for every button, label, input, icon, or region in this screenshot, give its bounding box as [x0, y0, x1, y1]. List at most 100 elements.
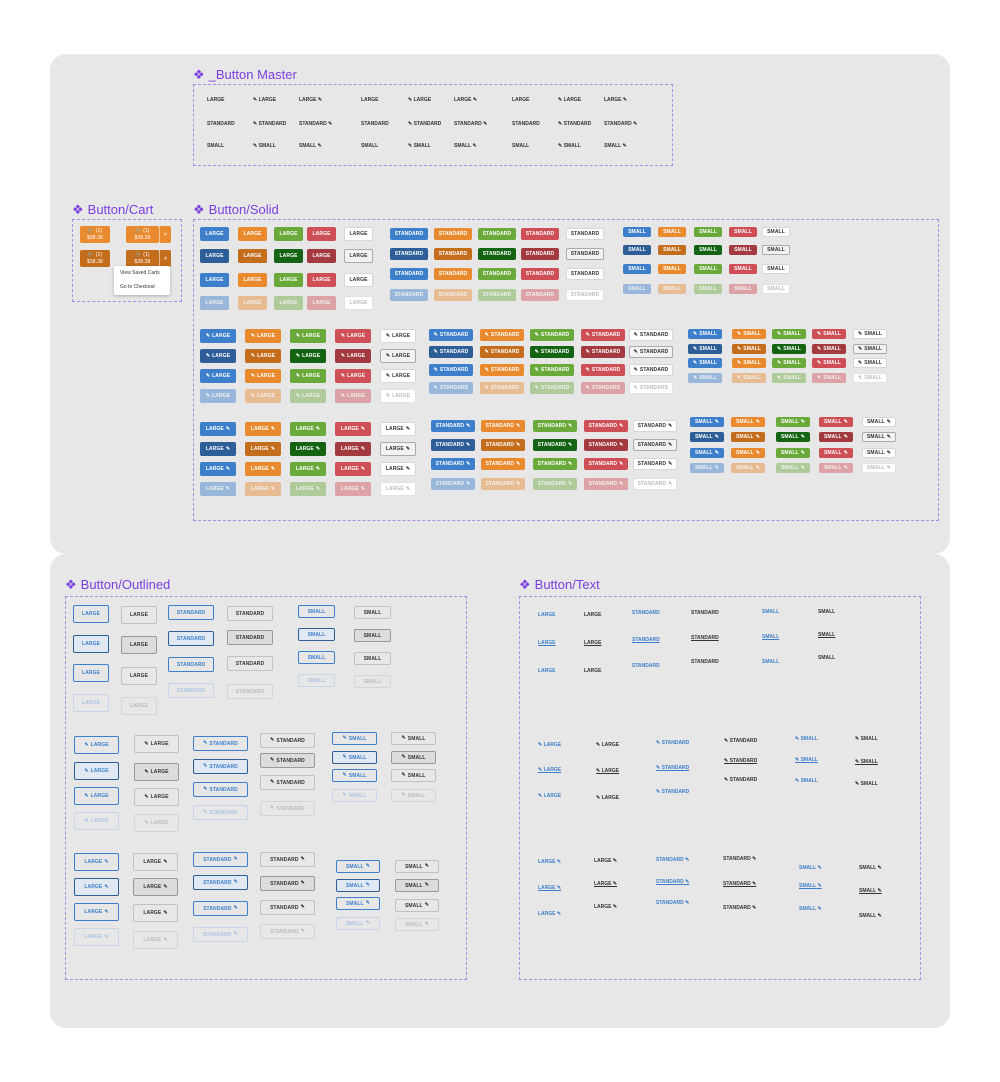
text-button[interactable]: LARGE ✎ [604, 97, 627, 103]
text-button[interactable]: STANDARD [691, 610, 719, 616]
button[interactable]: ✎ LARGE [290, 369, 326, 383]
text-button[interactable]: LARGE ✎ [538, 859, 561, 865]
button[interactable]: STANDARD [168, 631, 214, 646]
button[interactable]: LARGE ✎ [74, 853, 119, 871]
button[interactable]: ✎ LARGE [335, 389, 371, 403]
button[interactable]: SMALL [354, 675, 391, 688]
button[interactable]: ✎ LARGE [200, 389, 236, 403]
button[interactable]: STANDARD ✎ [533, 458, 577, 470]
button[interactable]: ✎ STANDARD [480, 329, 524, 341]
text-button[interactable]: SMALL [361, 143, 378, 149]
button[interactable]: LARGE ✎ [74, 903, 119, 921]
button[interactable]: SMALL [729, 227, 757, 237]
button[interactable]: ✎ STANDARD [581, 346, 625, 358]
text-button[interactable]: STANDARD [691, 659, 719, 665]
button[interactable]: ✎ SMALL [812, 358, 846, 368]
text-button[interactable]: ✎ LARGE [596, 795, 619, 801]
button[interactable]: SMALL [762, 245, 790, 255]
button[interactable]: ✎ STANDARD [429, 346, 473, 358]
button[interactable]: ✎ SMALL [853, 344, 887, 354]
button[interactable]: ✎ STANDARD [530, 346, 574, 358]
button[interactable]: LARGE [121, 606, 157, 624]
button[interactable]: ✎ SMALL [391, 732, 436, 745]
button[interactable]: ✎ LARGE [134, 814, 179, 832]
button[interactable]: STANDARD [521, 289, 559, 301]
button[interactable]: ✎ LARGE [245, 329, 281, 343]
text-button[interactable]: ✎ STANDARD [656, 740, 689, 746]
button[interactable]: LARGE ✎ [133, 853, 178, 871]
button[interactable]: STANDARD ✎ [193, 875, 248, 890]
button[interactable]: LARGE [238, 273, 267, 287]
button[interactable]: ✎ STANDARD [260, 753, 315, 768]
button[interactable]: SMALL ✎ [819, 432, 853, 442]
button[interactable]: LARGE [344, 273, 373, 287]
text-button[interactable]: SMALL [207, 143, 224, 149]
button[interactable]: STANDARD ✎ [260, 900, 315, 915]
button[interactable]: SMALL ✎ [336, 897, 380, 910]
text-button[interactable]: SMALL ✎ [454, 143, 477, 149]
text-button[interactable]: ✎ LARGE [558, 97, 581, 103]
text-button[interactable]: ✎ SMALL [408, 143, 431, 149]
button[interactable]: SMALL ✎ [776, 463, 810, 473]
button[interactable]: STANDARD [434, 248, 472, 260]
button[interactable]: ✎ SMALL [688, 358, 722, 368]
button[interactable]: LARGE ✎ [335, 442, 371, 456]
button[interactable]: LARGE [200, 273, 229, 287]
button[interactable]: STANDARD ✎ [584, 458, 628, 470]
button[interactable]: SMALL [694, 227, 722, 237]
button[interactable]: SMALL ✎ [336, 879, 380, 892]
text-button[interactable]: SMALL ✎ [799, 865, 822, 871]
button[interactable]: LARGE [200, 296, 229, 310]
button[interactable]: SMALL [729, 284, 757, 294]
button[interactable]: STANDARD [434, 289, 472, 301]
text-button[interactable]: LARGE ✎ [538, 885, 561, 891]
button[interactable]: ✎ SMALL [853, 358, 887, 368]
button[interactable]: LARGE ✎ [200, 442, 236, 456]
button[interactable]: ✎ LARGE [200, 349, 236, 363]
button[interactable]: ✎ SMALL [812, 329, 846, 339]
button[interactable]: STANDARD ✎ [260, 876, 315, 891]
button[interactable]: STANDARD ✎ [431, 458, 475, 470]
button[interactable]: SMALL ✎ [395, 899, 439, 912]
text-button[interactable]: STANDARD ✎ [723, 856, 756, 862]
button[interactable]: LARGE [344, 249, 373, 263]
button[interactable]: SMALL [762, 227, 790, 237]
button[interactable]: SMALL ✎ [395, 918, 439, 931]
button[interactable]: ✎ STANDARD [530, 382, 574, 394]
text-button[interactable]: ✎ LARGE [253, 97, 276, 103]
button[interactable]: STANDARD [566, 248, 604, 260]
button[interactable]: SMALL ✎ [862, 417, 896, 427]
button[interactable]: STANDARD ✎ [193, 852, 248, 867]
button[interactable]: LARGE ✎ [380, 482, 416, 496]
text-button[interactable]: SMALL [762, 659, 779, 665]
button[interactable]: LARGE [238, 249, 267, 263]
button[interactable]: LARGE ✎ [290, 442, 326, 456]
button[interactable]: STANDARD ✎ [584, 439, 628, 451]
text-button[interactable]: STANDARD ✎ [723, 905, 756, 911]
button[interactable]: SMALL [623, 284, 651, 294]
text-button[interactable]: LARGE [584, 640, 602, 646]
button[interactable]: ✎ STANDARD [429, 364, 473, 376]
text-button[interactable]: STANDARD [512, 121, 540, 127]
text-button[interactable]: STANDARD ✎ [656, 857, 689, 863]
button[interactable]: STANDARD [390, 248, 428, 260]
button[interactable]: STANDARD [521, 228, 559, 240]
text-button[interactable]: ✎ LARGE [596, 768, 619, 774]
button[interactable]: LARGE ✎ [335, 422, 371, 436]
text-button[interactable]: SMALL [512, 143, 529, 149]
button[interactable]: ✎ STANDARD [581, 364, 625, 376]
button[interactable]: ✎ SMALL [812, 344, 846, 354]
button[interactable]: STANDARD ✎ [481, 478, 525, 490]
text-button[interactable]: SMALL [818, 632, 835, 638]
button[interactable]: STANDARD [434, 228, 472, 240]
button[interactable]: SMALL ✎ [731, 448, 765, 458]
button[interactable]: ✎ STANDARD [629, 382, 673, 394]
text-button[interactable]: LARGE [538, 668, 556, 674]
button[interactable]: ✎ STANDARD [429, 329, 473, 341]
text-button[interactable]: STANDARD [632, 663, 660, 669]
button[interactable]: STANDARD [566, 268, 604, 280]
button[interactable]: LARGE ✎ [133, 931, 178, 949]
button[interactable]: ✎ SMALL [332, 769, 377, 782]
text-button[interactable]: ✎ SMALL [558, 143, 581, 149]
button[interactable]: LARGE [238, 296, 267, 310]
